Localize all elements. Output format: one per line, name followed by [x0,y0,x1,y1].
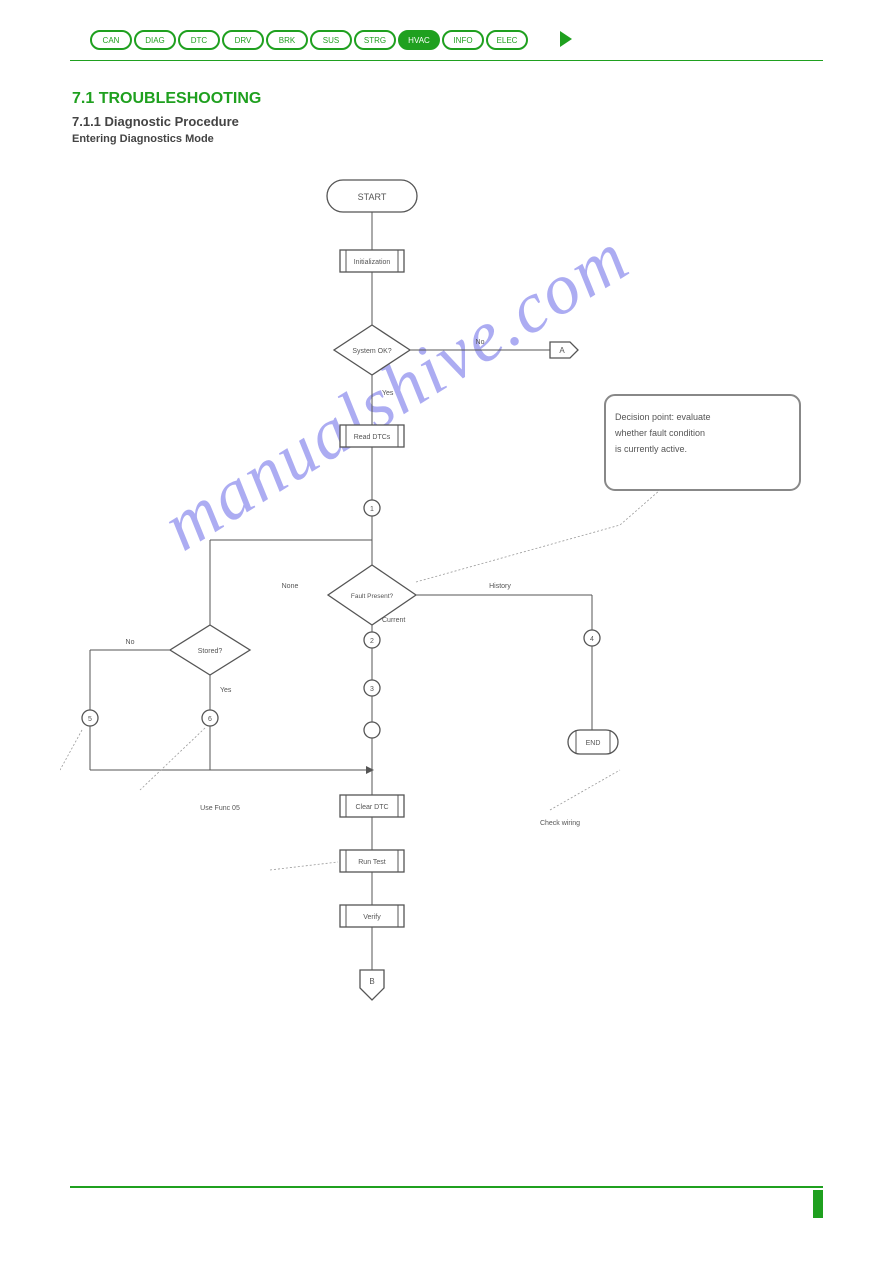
annot-l3: is currently active. [615,444,687,454]
c6-label: 6 [208,716,212,723]
nav-pill-brk[interactable]: BRK [266,30,308,50]
header-rule [70,60,823,61]
nav-pill-drv[interactable]: DRV [222,30,264,50]
d2-hist: History [489,583,511,590]
title-block: 7.1 TROUBLESHOOTING 7.1.1 Diagnostic Pro… [72,90,261,145]
nav-pill-info[interactable]: INFO [442,30,484,50]
d3-yes: Yes [220,687,232,694]
start-label: START [358,192,387,202]
nav-arrow-icon [560,31,572,47]
d2-none: None [282,583,299,590]
p3-label: Clear DTC [355,804,388,811]
footer-rule [70,1186,823,1188]
c5-label: 5 [88,716,92,723]
nav-pill-dtc[interactable]: DTC [178,30,220,50]
p4-label: Run Test [358,859,386,866]
nav-pill-sus[interactable]: SUS [310,30,352,50]
c4-label: 4 [590,636,594,643]
nav-pill-strg[interactable]: STRG [354,30,396,50]
nav-pill-diag[interactable]: DIAG [134,30,176,50]
annot-l2: whether fault condition [614,428,705,438]
d1-yes: Yes [382,390,394,397]
section-title: 7.1 TROUBLESHOOTING [72,90,261,108]
subsection-title: 7.1.1 Diagnostic Procedure [72,114,261,129]
note2: Check wiring [540,820,580,827]
flowchart: START Initialization System OK? No A Yes… [60,170,820,1070]
d1-no: No [476,339,485,346]
p1-label: Initialization [354,259,391,266]
annot-l1: Decision point: evaluate [615,412,711,422]
p2-label: Read DTCs [354,434,391,441]
term-label: END [586,740,601,747]
d2-label: Fault Present? [351,593,394,600]
nav-pill-can[interactable]: CAN [90,30,132,50]
off2-label: B [369,977,374,986]
nav-pill-elec[interactable]: ELEC [486,30,528,50]
nav-pill-hvac[interactable]: HVAC [398,30,440,50]
nav-bar: CANDIAGDTCDRVBRKSUSSTRGHVACINFOELEC [90,30,528,50]
d2-cur: Current [382,617,405,624]
off1-label: A [559,346,565,355]
d1-label: System OK? [352,348,391,355]
d3-no: No [126,639,135,646]
page-mark-icon [813,1190,823,1218]
c3-label: 3 [370,686,374,693]
note1: Use Func 05 [200,805,240,812]
p5-label: Verify [363,914,381,921]
d3-label: Stored? [198,648,223,655]
subsubsection-title: Entering Diagnostics Mode [72,133,261,145]
c2-label: 2 [370,638,374,645]
c1-label: 1 [370,506,374,513]
